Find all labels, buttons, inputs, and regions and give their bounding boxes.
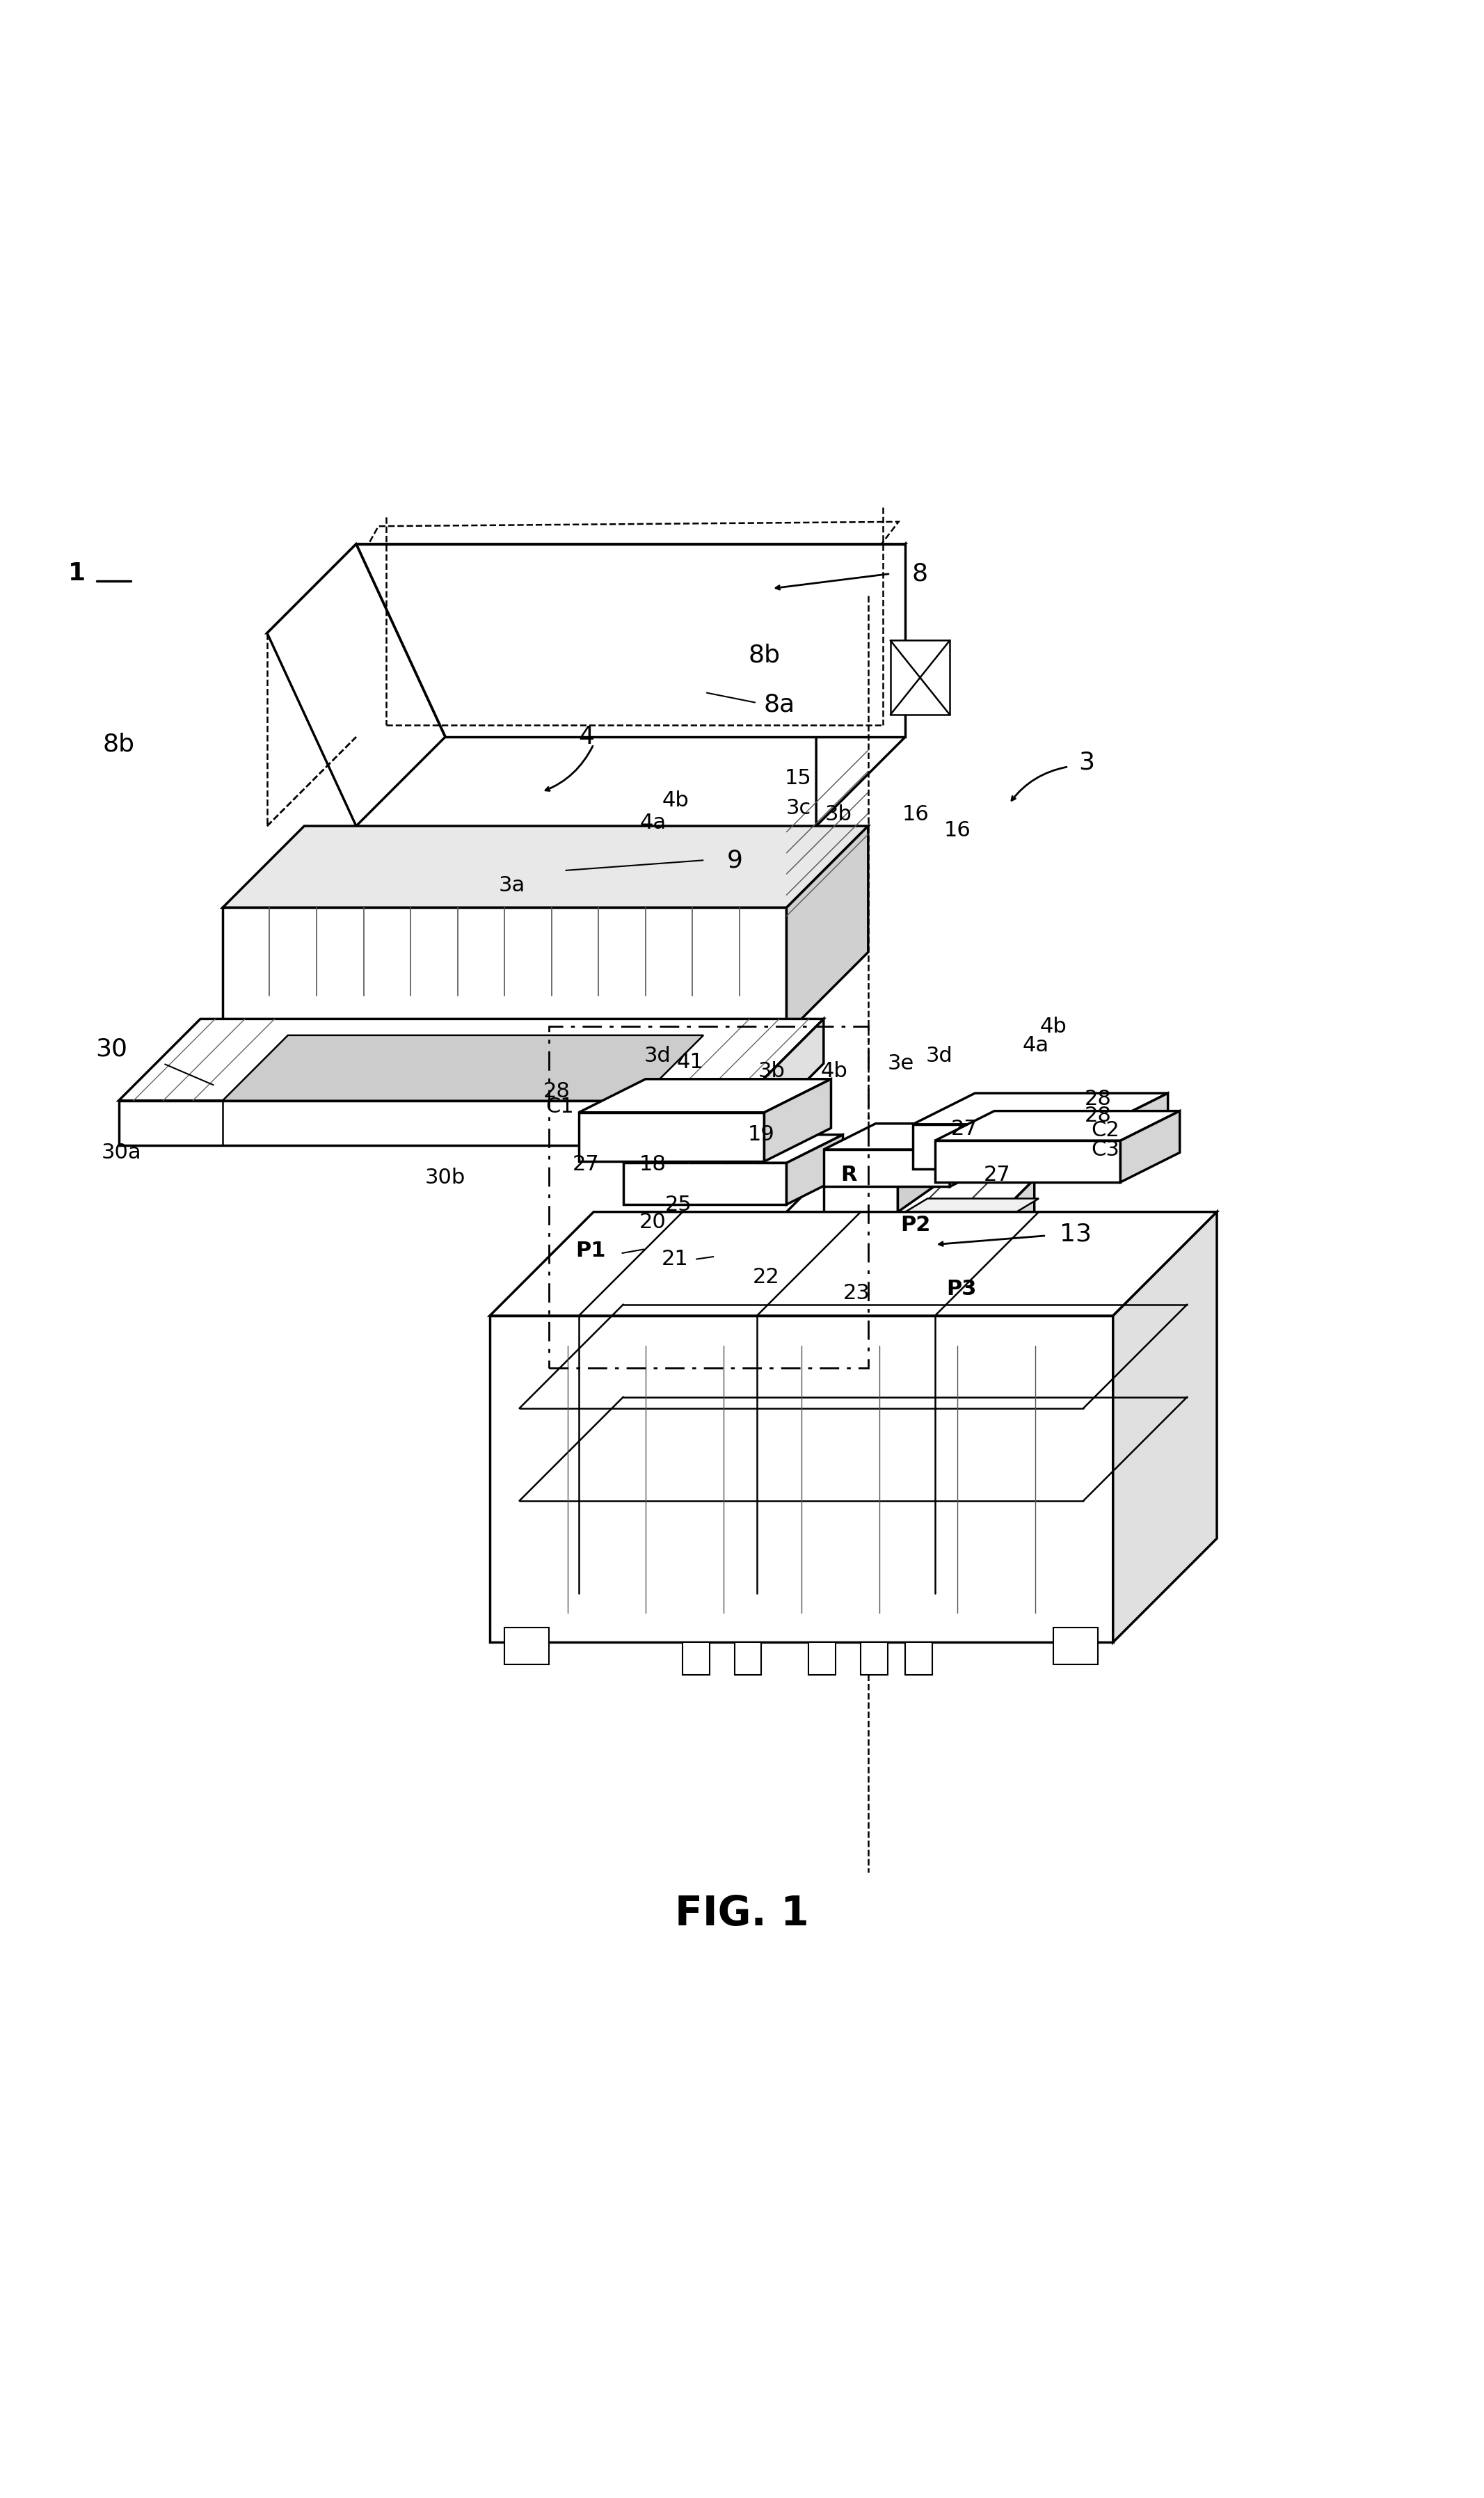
- Text: 4a: 4a: [1022, 1037, 1049, 1057]
- Polygon shape: [356, 545, 905, 737]
- Text: 23: 23: [843, 1284, 870, 1304]
- Polygon shape: [223, 827, 868, 907]
- Text: 8b: 8b: [748, 644, 781, 667]
- Polygon shape: [119, 1019, 824, 1102]
- Text: 22: 22: [752, 1266, 779, 1286]
- Polygon shape: [824, 1124, 1002, 1149]
- Text: 41: 41: [677, 1052, 703, 1072]
- Polygon shape: [490, 1212, 1217, 1316]
- Polygon shape: [913, 1124, 1106, 1169]
- Text: 1: 1: [68, 562, 86, 585]
- Polygon shape: [972, 1179, 1034, 1339]
- Polygon shape: [223, 907, 787, 1034]
- Polygon shape: [950, 1124, 1002, 1187]
- Text: 3a: 3a: [499, 874, 525, 894]
- Polygon shape: [898, 1142, 935, 1212]
- Text: 3: 3: [1079, 749, 1094, 774]
- Polygon shape: [913, 1094, 1168, 1124]
- Text: 8b: 8b: [102, 732, 135, 757]
- Polygon shape: [1120, 1112, 1180, 1182]
- Text: 25: 25: [665, 1194, 692, 1214]
- Text: FIG. 1: FIG. 1: [675, 1893, 809, 1933]
- Polygon shape: [905, 1641, 932, 1676]
- Polygon shape: [735, 1641, 761, 1676]
- Polygon shape: [223, 1034, 703, 1102]
- Text: 4a: 4a: [640, 812, 666, 834]
- Polygon shape: [267, 545, 445, 827]
- Bar: [549, 1027, 868, 1369]
- Polygon shape: [809, 1641, 835, 1676]
- Text: 30b: 30b: [424, 1167, 466, 1189]
- Polygon shape: [742, 1019, 824, 1144]
- Text: 4b: 4b: [1040, 1017, 1067, 1037]
- Text: 3b: 3b: [825, 804, 852, 824]
- Text: 4: 4: [579, 724, 594, 749]
- Polygon shape: [861, 1641, 887, 1676]
- Polygon shape: [579, 1112, 764, 1162]
- Text: 16: 16: [944, 819, 971, 839]
- Text: 16: 16: [902, 804, 929, 824]
- Polygon shape: [787, 1134, 843, 1204]
- Polygon shape: [824, 1167, 898, 1212]
- Text: P3: P3: [947, 1279, 976, 1299]
- Text: P1: P1: [576, 1242, 605, 1261]
- Polygon shape: [616, 1254, 727, 1306]
- Text: 4b: 4b: [821, 1062, 847, 1082]
- Text: 27: 27: [573, 1154, 600, 1174]
- Text: 30a: 30a: [101, 1142, 142, 1162]
- Text: 13: 13: [1060, 1222, 1092, 1247]
- Polygon shape: [616, 1227, 772, 1254]
- Polygon shape: [579, 1079, 831, 1112]
- Polygon shape: [1054, 1629, 1098, 1664]
- Polygon shape: [824, 1142, 935, 1167]
- Polygon shape: [505, 1629, 549, 1664]
- Polygon shape: [917, 1247, 1051, 1269]
- Polygon shape: [816, 545, 905, 827]
- Text: 19: 19: [748, 1124, 775, 1144]
- Polygon shape: [757, 1242, 972, 1339]
- Polygon shape: [1106, 1094, 1168, 1169]
- Polygon shape: [490, 1316, 1113, 1641]
- Text: 30: 30: [95, 1037, 128, 1062]
- Text: 3c: 3c: [787, 797, 810, 819]
- Polygon shape: [119, 1102, 742, 1144]
- Text: 27: 27: [984, 1164, 1011, 1184]
- Polygon shape: [935, 1112, 1180, 1142]
- Text: R: R: [840, 1164, 858, 1184]
- Polygon shape: [623, 1134, 843, 1164]
- Polygon shape: [787, 827, 868, 1034]
- Text: 21: 21: [662, 1249, 689, 1269]
- Text: 27: 27: [951, 1119, 978, 1139]
- Text: 3e: 3e: [887, 1054, 914, 1074]
- Text: P2: P2: [901, 1214, 930, 1237]
- Polygon shape: [935, 1142, 1120, 1182]
- Text: 18: 18: [640, 1154, 666, 1174]
- Text: 28: 28: [1085, 1089, 1112, 1109]
- Text: 28: 28: [543, 1082, 570, 1102]
- Text: 28: 28: [1085, 1104, 1112, 1127]
- Text: 9: 9: [727, 849, 742, 872]
- Polygon shape: [267, 545, 905, 632]
- Text: C2: C2: [1091, 1119, 1120, 1142]
- Text: 8a: 8a: [763, 692, 795, 717]
- Polygon shape: [824, 1149, 950, 1187]
- Text: 15: 15: [785, 769, 812, 789]
- Polygon shape: [917, 1269, 1014, 1316]
- Text: C3: C3: [1091, 1139, 1120, 1159]
- Text: C1: C1: [545, 1097, 574, 1117]
- Text: 3d: 3d: [644, 1047, 671, 1067]
- Polygon shape: [764, 1079, 831, 1162]
- Polygon shape: [890, 1199, 1039, 1222]
- Polygon shape: [623, 1164, 787, 1204]
- Text: 8: 8: [913, 562, 928, 585]
- Text: 4b: 4b: [662, 792, 689, 812]
- Polygon shape: [1113, 1212, 1217, 1641]
- Text: 3d: 3d: [926, 1047, 953, 1067]
- Polygon shape: [890, 639, 950, 714]
- Polygon shape: [757, 1179, 1034, 1242]
- Polygon shape: [683, 1641, 709, 1676]
- Text: 3b: 3b: [758, 1062, 785, 1082]
- Text: 20: 20: [640, 1212, 666, 1232]
